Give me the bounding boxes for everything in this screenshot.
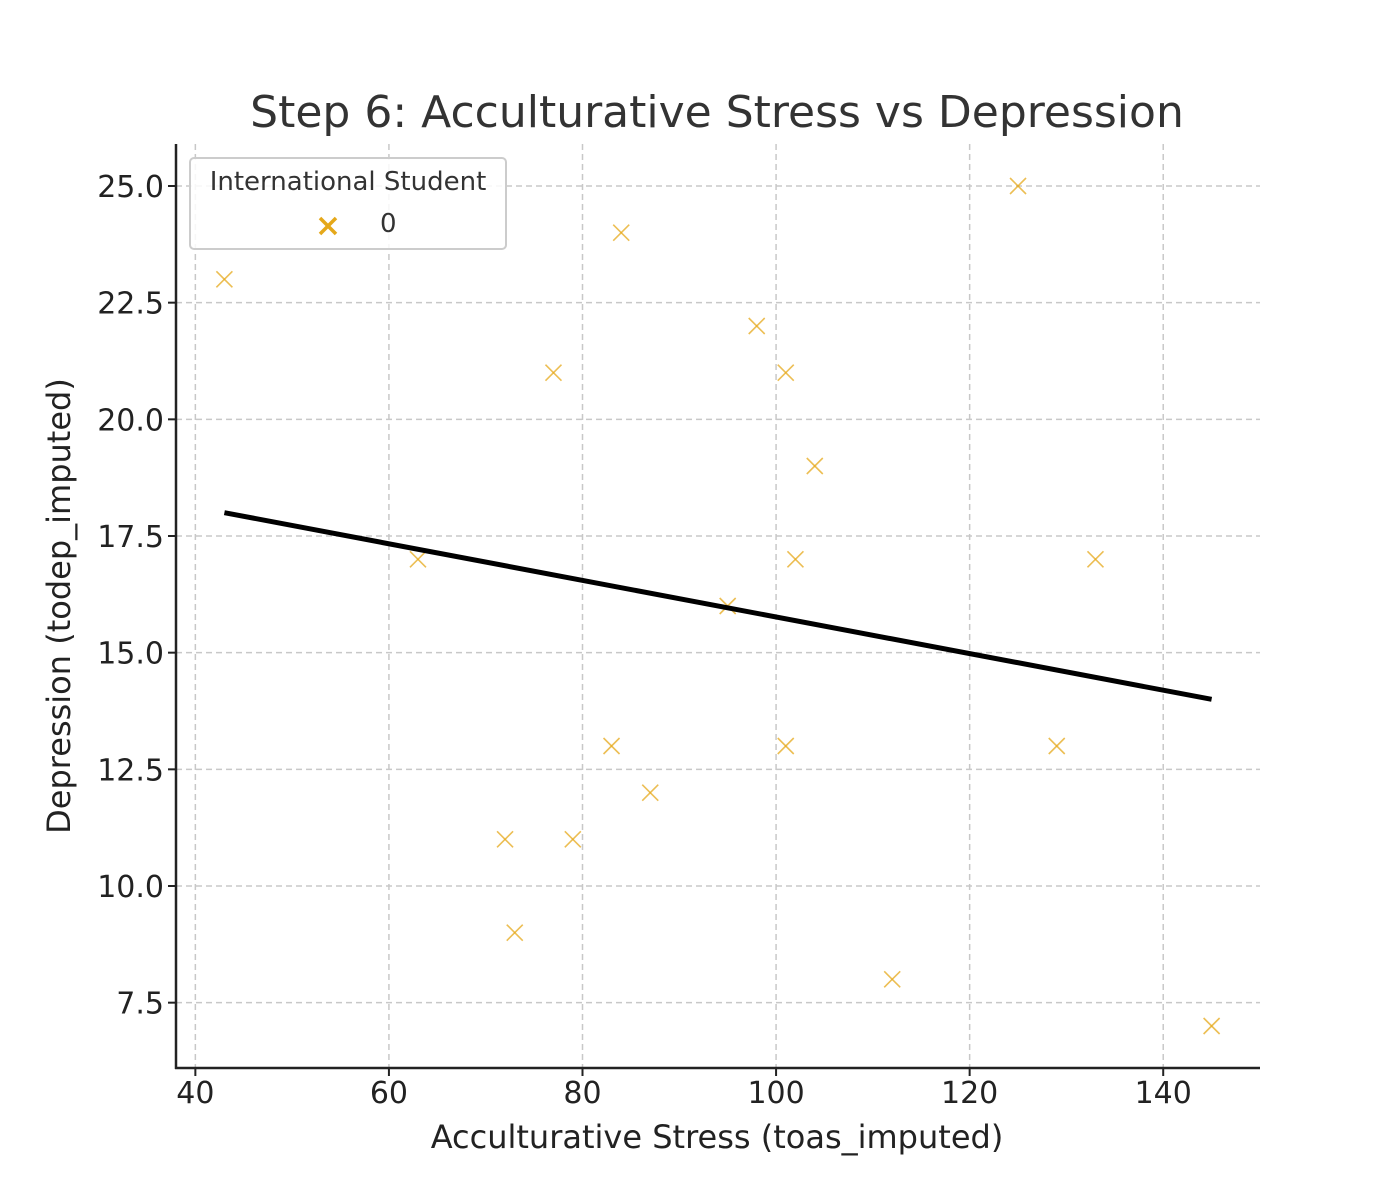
legend: International Student 0 [189, 157, 507, 250]
data-point [1009, 177, 1027, 195]
data-point [748, 317, 766, 335]
data-point-stroke [806, 457, 824, 475]
data-point-stroke [496, 830, 514, 848]
legend-label: 0 [380, 209, 397, 239]
points-layer [215, 177, 1221, 1035]
x-tick-label: 120 [941, 1076, 998, 1111]
data-point-stroke [602, 737, 621, 755]
x-icon [318, 216, 338, 236]
data-point [1048, 737, 1066, 755]
y-tick-label: 17.5 [97, 520, 164, 555]
x-tick-label: 60 [370, 1076, 408, 1111]
data-point [564, 830, 582, 848]
data-point-stroke [215, 270, 233, 288]
y-tick-label: 22.5 [97, 287, 164, 322]
data-point [1203, 1017, 1221, 1035]
data-point-stroke [564, 830, 582, 848]
legend-title: International Student [210, 167, 487, 197]
x-tick-label: 80 [563, 1076, 601, 1111]
data-point-stroke [641, 784, 659, 802]
data-point [1086, 550, 1105, 568]
data-point [786, 550, 804, 568]
data-point [215, 270, 233, 288]
y-tick-label: 20.0 [97, 403, 164, 438]
x-tick-label: 40 [176, 1076, 214, 1111]
data-point-stroke [612, 224, 630, 242]
data-point-stroke [883, 970, 901, 988]
grid-layer [176, 144, 1260, 1068]
y-tick-label: 10.0 [97, 870, 164, 905]
data-point-stroke [1048, 737, 1066, 755]
y-tick-label: 15.0 [97, 637, 164, 672]
data-point-stroke [748, 317, 766, 335]
data-point-stroke [1203, 1017, 1221, 1035]
regression-layer [223, 510, 1213, 702]
data-point [641, 784, 659, 802]
data-point [777, 737, 795, 755]
chart-title: Step 6: Acculturative Stress vs Depressi… [250, 87, 1184, 138]
data-point-stroke [409, 550, 427, 568]
data-point [883, 970, 901, 988]
y-tick-label: 7.5 [116, 987, 164, 1022]
y-tick-label: 25.0 [97, 170, 164, 205]
data-point [602, 737, 621, 755]
y-axis-label: Depression (todep_imputed) [40, 378, 78, 834]
axes-layer: 40 60 80 100 120 140 7.5 10.0 12.5 15.0 17.5 20.0 22… [97, 144, 1260, 1111]
legend-marker-stroke [318, 216, 338, 236]
data-point-stroke [777, 737, 795, 755]
data-point [612, 224, 630, 242]
x-tick-label: 140 [1135, 1076, 1192, 1111]
x-axis-label: Acculturative Stress (toas_imputed) [431, 1118, 1004, 1156]
data-point [777, 364, 795, 382]
data-point-stroke [544, 364, 563, 382]
data-point [409, 550, 427, 568]
data-point-stroke [786, 550, 804, 568]
x-tick-label: 100 [747, 1076, 804, 1111]
data-point [806, 457, 824, 475]
data-point-stroke [506, 924, 524, 942]
data-point [506, 924, 524, 942]
legend-frame [189, 157, 507, 250]
data-point-stroke [777, 364, 795, 382]
data-point-stroke [1086, 550, 1105, 568]
data-point-stroke [1009, 177, 1027, 195]
data-point [496, 830, 514, 848]
y-tick-label: 12.5 [97, 753, 164, 788]
data-point [544, 364, 563, 382]
regression-line [223, 510, 1213, 702]
